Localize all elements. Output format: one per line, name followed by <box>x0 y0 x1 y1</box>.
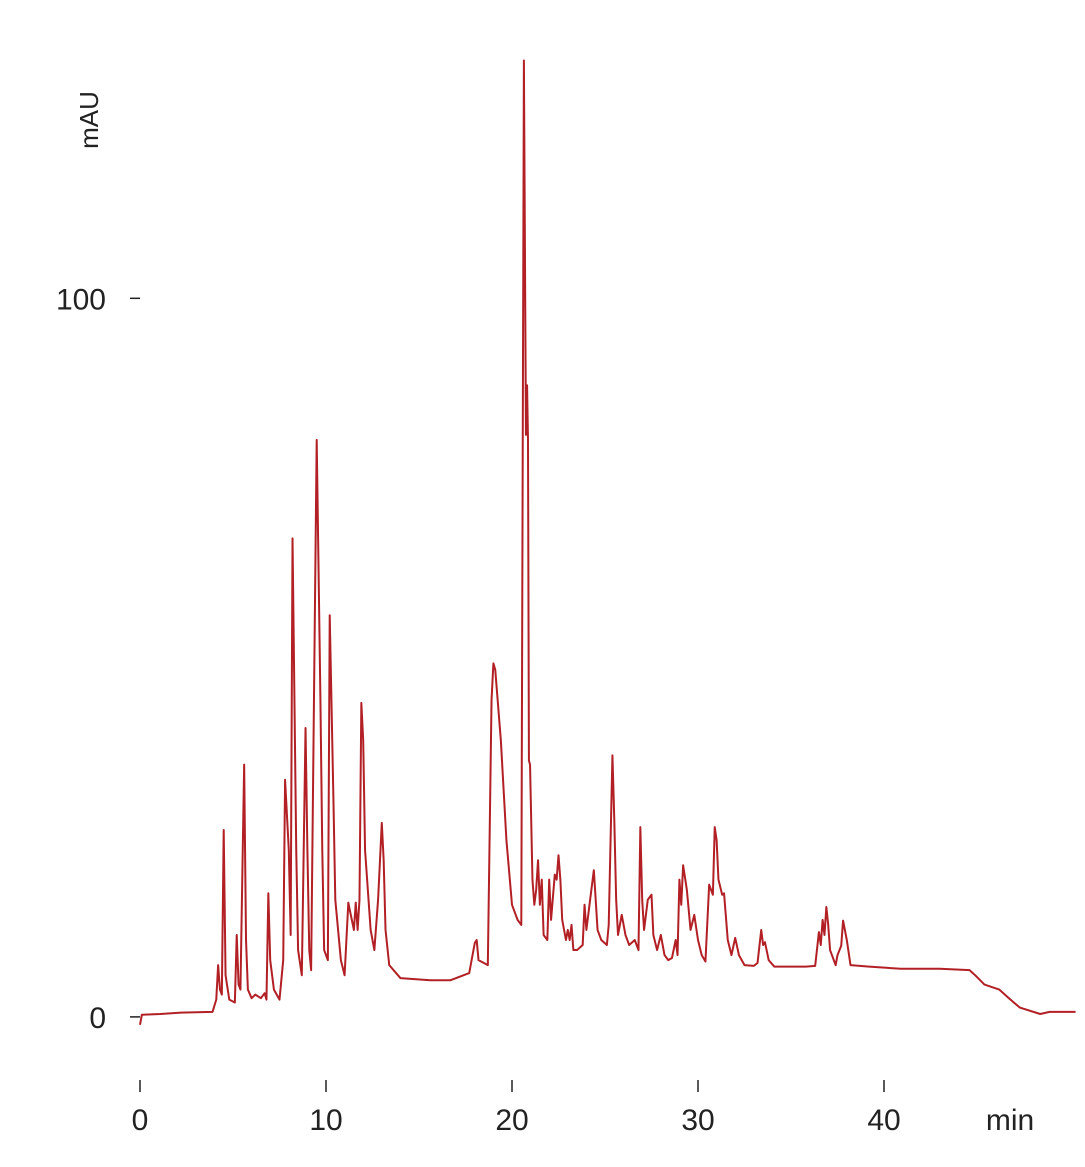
x-tick-label: 30 <box>681 1104 714 1137</box>
chromatogram-line <box>139 59 1076 1025</box>
x-tick-label: 10 <box>309 1104 342 1137</box>
x-tick-label: 20 <box>495 1104 528 1137</box>
x-axis-label: min <box>986 1104 1034 1137</box>
x-tick-label: 0 <box>132 1104 149 1137</box>
y-axis-label: mAU <box>74 91 104 149</box>
x-tick-label: 40 <box>867 1104 900 1137</box>
y-tick-label: 100 <box>56 283 106 316</box>
y-tick-label: 0 <box>89 1002 106 1035</box>
